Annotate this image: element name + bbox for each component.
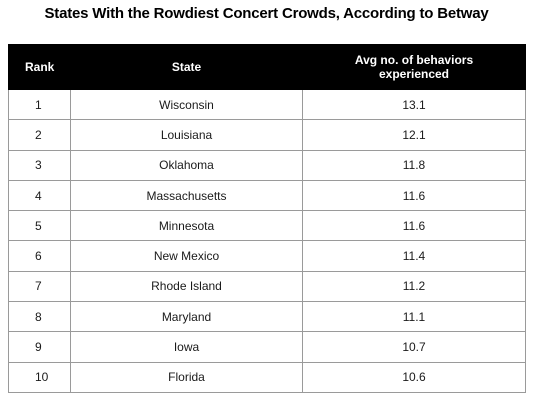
state-cell: Rhode Island [70,270,303,303]
state-cell: Wisconsin [70,88,303,121]
avg-behaviors-cell: 12.1 [302,119,526,151]
avg-behaviors-cell: 11.1 [302,301,526,333]
rank-cell: 7 [8,270,71,303]
state-cell: Maryland [70,301,303,333]
rank-cell: 8 [8,301,71,333]
rank-cell: 9 [8,331,71,363]
state-cell: Iowa [70,331,303,363]
column-header-rank: Rank [8,44,71,90]
column-header-avg-behaviors: Avg no. of behaviors experienced [302,44,526,90]
avg-behaviors-cell: 11.2 [302,270,526,303]
table-row: 1 Wisconsin 13.1 [8,88,526,121]
state-cell: Florida [70,361,303,393]
table-row: 6 New Mexico 11.4 [8,240,526,272]
table-row: 9 Iowa 10.7 [8,331,526,363]
ranking-table: Rank State Avg no. of behaviors experien… [8,44,526,393]
rank-cell: 3 [8,149,71,181]
chart-title: States With the Rowdiest Concert Crowds,… [44,5,489,22]
state-cell: Massachusetts [70,179,303,212]
state-cell: Louisiana [70,119,303,151]
avg-behaviors-cell: 11.4 [302,240,526,272]
header-row: Rank State Avg no. of behaviors experien… [8,44,526,90]
avg-behaviors-cell: 11.6 [302,210,526,242]
table-row: 2 Louisiana 12.1 [8,119,526,151]
rank-cell: 4 [8,179,71,212]
avg-behaviors-cell: 10.7 [302,331,526,363]
table-row: 10 Florida 10.6 [8,361,526,393]
table-row: 8 Maryland 11.1 [8,301,526,333]
table-row: 7 Rhode Island 11.2 [8,270,526,303]
avg-behaviors-cell: 11.6 [302,179,526,212]
rank-cell: 5 [8,210,71,242]
state-cell: Minnesota [70,210,303,242]
avg-behaviors-cell: 10.6 [302,361,526,393]
table-body: 1 Wisconsin 13.1 2 Louisiana 12.1 3 Oklahoma 11.… [8,88,526,393]
rank-cell: 1 [8,88,71,121]
table-row: 4 Massachusetts 11.6 [8,179,526,212]
rank-cell: 10 [8,361,71,393]
avg-behaviors-cell: 11.8 [302,149,526,181]
table-row: 3 Oklahoma 11.8 [8,149,526,181]
state-cell: New Mexico [70,240,303,272]
rank-cell: 6 [8,240,71,272]
column-header-state: State [70,44,303,90]
table-header: Rank State Avg no. of behaviors experien… [8,44,526,90]
state-cell: Oklahoma [70,149,303,181]
table-row: 5 Minnesota 11.6 [8,210,526,242]
rank-cell: 2 [8,119,71,151]
avg-behaviors-cell: 13.1 [302,88,526,121]
